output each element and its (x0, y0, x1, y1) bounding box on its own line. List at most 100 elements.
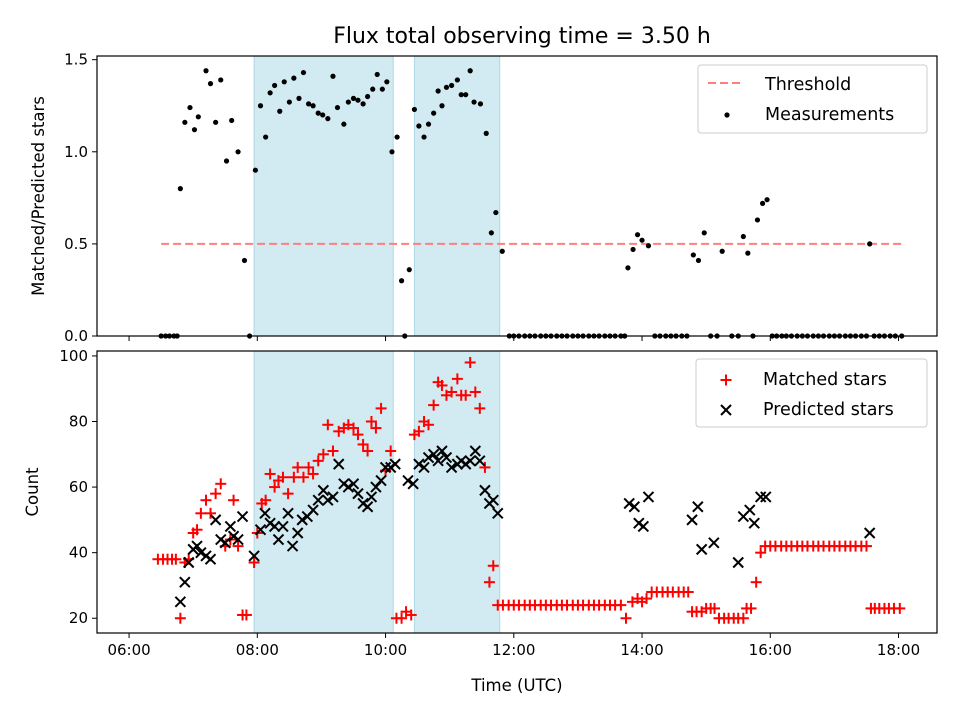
measurement-point (416, 123, 422, 129)
x-b (413, 458, 425, 470)
x-b (282, 507, 294, 520)
count-legend-box (695, 358, 928, 428)
count-legend: Matched stars Predicted stars (695, 358, 928, 428)
matched-star-point (682, 586, 694, 598)
matched-star-point (708, 602, 720, 614)
x-b (642, 491, 655, 503)
chart-title: Flux total observing time = 3.50 h (333, 24, 711, 49)
count-panel-frame (96, 350, 938, 634)
observing-windows-shading (253, 350, 501, 634)
x-tick-label: 10:00 (364, 641, 407, 659)
y-tick-label: 100 (59, 347, 88, 365)
measurement-point (286, 99, 292, 105)
measurement-point (639, 237, 645, 243)
predicted-star-point (322, 494, 334, 506)
measurement-point (645, 243, 652, 249)
matched-star-point (365, 416, 377, 427)
predicted-star-point (224, 520, 237, 533)
matched-star-point (170, 553, 182, 565)
predicted-star-point (182, 556, 195, 569)
measurement-point (252, 167, 258, 173)
y-tick-label: 0.5 (64, 235, 88, 253)
matched-star-point (483, 576, 495, 588)
matched-star-point (215, 478, 227, 490)
predicted-star-point (744, 504, 756, 516)
measurement-point (257, 103, 264, 109)
measurement-point (281, 79, 287, 85)
matched-star-point (307, 468, 319, 480)
predicted-star-point (248, 550, 260, 562)
measurement-point (448, 82, 455, 89)
x-b (469, 445, 482, 457)
x-b (422, 451, 435, 464)
x-b (445, 461, 458, 474)
x-b (179, 576, 191, 588)
predicted-star-point (732, 556, 744, 569)
matched-star-point (282, 488, 294, 500)
measurement-point (701, 230, 707, 236)
measurement-point (625, 265, 631, 271)
x-b (268, 520, 281, 533)
x-b (754, 491, 767, 503)
matched-stars-points (152, 356, 906, 624)
legend-plus-marker (720, 374, 732, 386)
measurement-point (334, 104, 341, 111)
matched-star-point (396, 612, 408, 624)
x-b (695, 543, 708, 556)
predicted-star-point (191, 540, 203, 552)
matched-star-point (436, 379, 448, 391)
predicted-star-point (272, 533, 285, 546)
predicted-stars-points (174, 445, 876, 608)
measurement-point (223, 158, 230, 164)
x-b (760, 491, 772, 503)
measurement-point (421, 134, 427, 140)
predicted-star-point (413, 458, 425, 470)
measurement-point (296, 95, 302, 101)
x-b (248, 550, 260, 562)
x-tick-label: 06:00 (107, 641, 150, 659)
x-b (322, 494, 334, 506)
matched-star-point (240, 609, 252, 621)
predicted-star-point (863, 527, 876, 539)
x-tick-label: 16:00 (749, 641, 792, 659)
measurement-point (325, 116, 331, 122)
x-b (379, 461, 392, 474)
x-b (224, 520, 237, 533)
measurement-point (379, 86, 385, 92)
matched-star-point (620, 612, 632, 624)
matched-star-point (322, 419, 334, 431)
matched-star-point (327, 445, 339, 457)
predicted-star-point (628, 501, 641, 513)
measurement-point (345, 99, 351, 105)
matched-star-point (357, 438, 369, 450)
ratio-x-ticks (128, 336, 900, 341)
predicted-star-point (379, 461, 392, 474)
x-b (232, 533, 244, 546)
x-b (259, 507, 271, 520)
measurement-point (463, 92, 469, 98)
x-b (209, 514, 222, 526)
x-b (708, 537, 720, 549)
measurement-point (315, 110, 321, 116)
x-b (307, 504, 319, 516)
matched-star-point (370, 422, 382, 434)
measurement-point (454, 77, 460, 83)
x-b (254, 524, 267, 536)
ratio-panel: 0.0 0.5 1.0 1.5 Matched/Predicted stars Thr… (29, 51, 938, 345)
measurement-point (364, 93, 371, 100)
observing-window-2 (413, 55, 501, 337)
matched-star-point (860, 540, 872, 552)
matched-star-point (191, 524, 203, 536)
matched-star-point (745, 602, 757, 614)
legend-matched-swatch (720, 374, 732, 386)
count-y-axis-label: Count (23, 467, 42, 517)
x-b (427, 448, 440, 460)
predicted-star-point (464, 455, 476, 467)
matched-star-point (460, 389, 472, 401)
predicted-star-point (422, 451, 435, 464)
matched-star-point (469, 386, 481, 398)
measurement-point (355, 97, 361, 103)
x-b (312, 494, 324, 506)
predicted-star-point (407, 478, 419, 490)
